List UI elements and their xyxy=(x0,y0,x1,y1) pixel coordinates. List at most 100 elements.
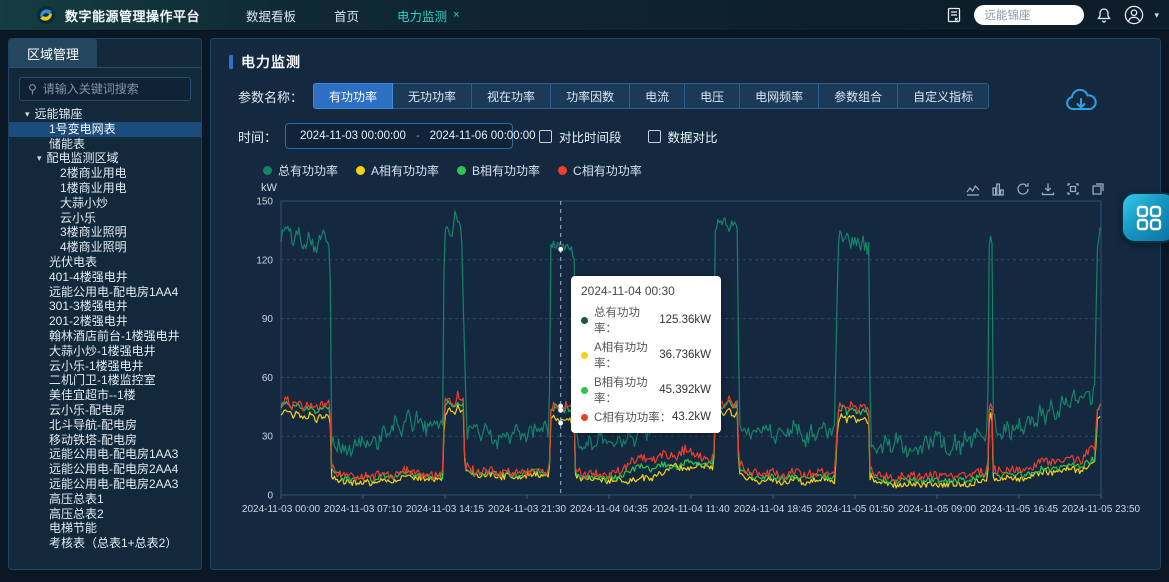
checkbox-box[interactable] xyxy=(539,129,553,143)
tab-area-management[interactable]: 区域管理 xyxy=(9,39,97,67)
tree-item[interactable]: 美佳宜超市--1楼 xyxy=(9,388,201,403)
checkbox-group: 对比时间段 数据对比 xyxy=(513,127,718,146)
switch-line-chart-icon[interactable] xyxy=(966,182,980,196)
tab-power-monitoring[interactable]: 电力监测 × xyxy=(397,6,459,25)
sidebar-search-input[interactable] xyxy=(42,82,182,96)
time-range-picker[interactable]: 2024-11-03 00:00:00 - 2024-11-06 00:00:0… xyxy=(285,123,536,149)
tree-item[interactable]: 翰林酒店前台-1楼强电井 xyxy=(9,329,201,344)
tree-item[interactable]: 远能公用电-配电房1AA3 xyxy=(9,447,201,462)
legend-item-0[interactable]: 总有功功率 xyxy=(263,162,338,179)
param-button-1[interactable]: 无功功率 xyxy=(392,83,473,109)
tree-item[interactable]: 电梯节能 xyxy=(9,521,201,536)
project-select-value: 远能锦座 xyxy=(984,10,1031,22)
tree-item[interactable]: 1号变电网表 xyxy=(9,121,201,137)
tooltip-row-3: C相有功功率： 43.2kW xyxy=(581,409,711,425)
tooltip-series-label: B相有功功率： xyxy=(594,377,648,405)
tree-item[interactable]: 储能表 xyxy=(9,137,201,152)
tooltip-series-value: 43.2kW xyxy=(672,411,711,423)
tree-item[interactable]: 远能公用电-配电房1AA4 xyxy=(9,285,201,300)
restore-icon[interactable] xyxy=(1016,182,1030,196)
save-image-icon[interactable] xyxy=(1041,182,1055,196)
tab-close-icon[interactable]: × xyxy=(453,9,460,21)
tree-item[interactable]: 大蒜小炒-1楼强电井 xyxy=(9,344,201,359)
tree-item-label: 美佳宜超市--1楼 xyxy=(49,388,136,403)
tree-item[interactable]: 2楼商业用电 xyxy=(9,166,201,181)
param-button-0[interactable]: 有功功率 xyxy=(313,83,394,109)
param-button-5[interactable]: 电压 xyxy=(684,83,741,109)
tree-item-label: 云小乐-1楼强电井 xyxy=(49,358,144,373)
switch-bar-chart-icon[interactable] xyxy=(991,182,1005,196)
tree-item[interactable]: 4楼商业照明 xyxy=(9,240,201,255)
tree-item[interactable]: ▾ 配电监测区域 xyxy=(9,151,201,166)
tree-item-label: 远能公用电-配电房1AA4 xyxy=(49,284,179,299)
sidebar-search[interactable]: ⚲ xyxy=(19,77,191,101)
tree-item-label: 远能锦座 xyxy=(34,107,83,121)
svg-text:2024-11-03 07:10: 2024-11-03 07:10 xyxy=(324,504,403,515)
chevron-down-icon[interactable]: ▾ xyxy=(1154,9,1159,20)
checkbox-box[interactable] xyxy=(647,129,661,143)
data-zoom-reset-icon[interactable] xyxy=(1091,182,1105,196)
tree-item[interactable]: 401-4楼强电井 xyxy=(9,270,201,285)
tree-item-label: 北斗导航-配电房 xyxy=(49,417,137,432)
tree-item[interactable]: 云小乐-配电房 xyxy=(9,403,201,418)
tree-item[interactable]: 3楼商业照明 xyxy=(9,225,201,240)
param-button-7[interactable]: 参数组合 xyxy=(818,83,899,109)
tree-item-label: 光伏电表 xyxy=(49,254,98,269)
checkbox-0[interactable]: 对比时间段 xyxy=(539,127,622,146)
tree-item[interactable]: 1楼商业用电 xyxy=(9,181,201,196)
tooltip-series-label: 总有功功率： xyxy=(594,307,640,335)
tree-item-label: 远能公用电-配电房2AA3 xyxy=(49,476,179,491)
tree-item-label: 配电监测区域 xyxy=(46,151,119,166)
chart-toolbar xyxy=(966,182,1105,196)
checkbox-label: 对比时间段 xyxy=(559,130,622,145)
tooltip-series-label: C相有功功率： xyxy=(594,412,672,424)
tree-item[interactable]: 云小乐-1楼强电井 xyxy=(9,359,201,374)
tree-item[interactable]: ▾ 远能锦座 xyxy=(9,107,201,122)
param-button-6[interactable]: 电网频率 xyxy=(739,83,820,109)
legend-dot xyxy=(263,166,272,175)
apps-launcher-button[interactable] xyxy=(1121,192,1169,243)
tree-item[interactable]: 高压总表1 xyxy=(9,492,201,507)
project-select[interactable]: 远能锦座 xyxy=(974,5,1085,25)
top-menu-item-0[interactable]: 数据看板 xyxy=(246,9,297,24)
tree-item[interactable]: 云小乐 xyxy=(9,211,201,226)
param-button-4[interactable]: 电流 xyxy=(629,83,686,109)
tooltip-series-value: 45.392kW xyxy=(659,384,711,396)
legend-label: A相有功功率 xyxy=(371,164,440,178)
parameter-label: 参数名称： xyxy=(238,89,304,105)
legend-label: C相有功功率 xyxy=(573,164,642,178)
tree-item[interactable]: 北斗导航-配电房 xyxy=(9,418,201,433)
param-button-8[interactable]: 自定义指标 xyxy=(897,83,990,109)
tree-caret-icon[interactable]: ▾ xyxy=(25,109,30,119)
legend-item-3[interactable]: C相有功功率 xyxy=(558,162,642,179)
tree-item[interactable]: 考核表（总表1+总表2） xyxy=(9,536,201,551)
legend-item-2[interactable]: B相有功功率 xyxy=(457,162,540,179)
legend-item-1[interactable]: A相有功功率 xyxy=(356,162,439,179)
tree-item[interactable]: 远能公用电-配电房2AA3 xyxy=(9,477,201,492)
tree-item[interactable]: 移动铁塔-配电房 xyxy=(9,433,201,448)
tree-item[interactable]: 高压总表2 xyxy=(9,507,201,522)
bell-icon[interactable] xyxy=(1094,5,1114,25)
param-button-2[interactable]: 视在功率 xyxy=(471,83,552,109)
tree-item[interactable]: 201-2楼强电井 xyxy=(9,314,201,329)
tree-item[interactable]: 大蒜小炒 xyxy=(9,196,201,211)
param-button-3[interactable]: 功率因数 xyxy=(550,83,631,109)
svg-text:2024-11-05 09:00: 2024-11-05 09:00 xyxy=(898,504,977,515)
svg-text:120: 120 xyxy=(256,255,273,266)
report-icon[interactable] xyxy=(944,5,964,25)
download-cloud-icon[interactable] xyxy=(1064,87,1098,119)
user-avatar[interactable] xyxy=(1124,5,1144,25)
tree-item[interactable]: 光伏电表 xyxy=(9,255,201,270)
data-zoom-icon[interactable] xyxy=(1066,182,1080,196)
tree-item[interactable]: 远能公用电-配电房2AA4 xyxy=(9,462,201,477)
checkbox-1[interactable]: 数据对比 xyxy=(647,127,718,146)
tree-caret-icon[interactable]: ▾ xyxy=(37,153,42,164)
top-menu-item-1[interactable]: 首页 xyxy=(334,9,360,24)
tooltip-time: 2024-11-04 00:30 xyxy=(581,284,675,298)
tree-item[interactable]: 二机门卫-1楼监控室 xyxy=(9,373,201,388)
svg-text:2024-11-03 00:00: 2024-11-03 00:00 xyxy=(242,504,321,515)
tree-item[interactable]: 301-3楼强电井 xyxy=(9,299,201,314)
tree-item-label: 云小乐 xyxy=(60,210,97,225)
parameter-buttons: 有功功率 无功功率 视在功率 功率因数 电流 电压 电网频率 参数组合 自定义指标 xyxy=(313,83,990,109)
